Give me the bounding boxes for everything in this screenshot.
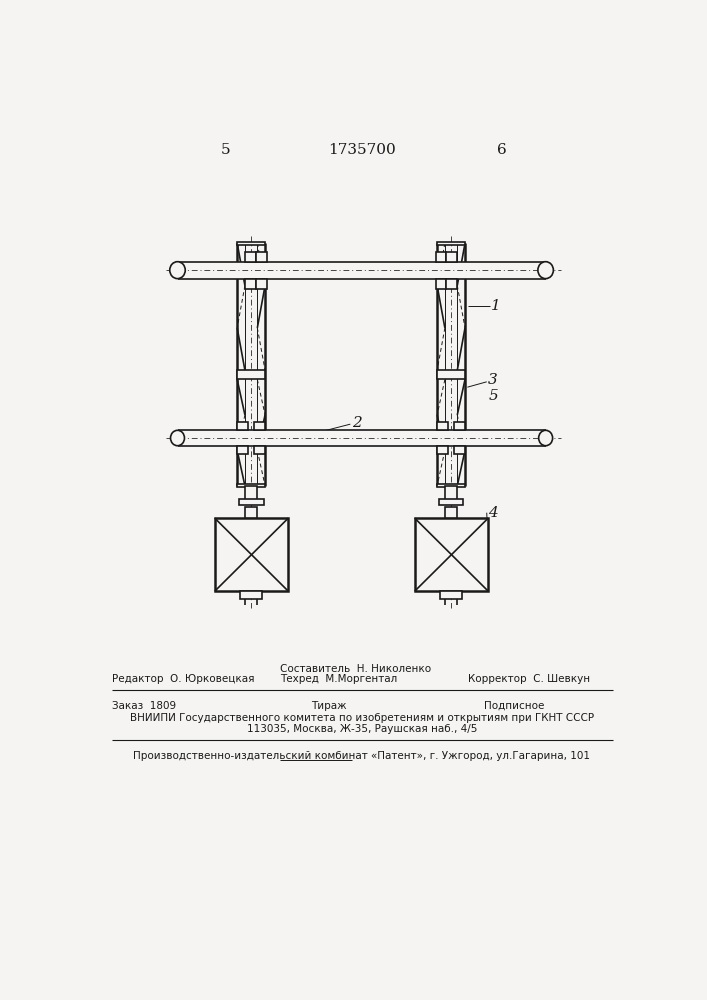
Text: Корректор  С. Шевкун: Корректор С. Шевкун	[468, 674, 590, 684]
Bar	[437, 446, 448, 454]
Text: 5: 5	[489, 389, 498, 403]
Bar	[437, 242, 465, 245]
Bar	[437, 484, 465, 487]
Bar	[446, 279, 457, 289]
Bar	[255, 422, 265, 430]
Bar	[237, 484, 265, 487]
Bar	[436, 279, 446, 289]
Bar	[255, 446, 265, 454]
Bar	[245, 486, 257, 501]
Bar	[245, 507, 257, 518]
Bar	[239, 499, 264, 505]
Text: 5: 5	[221, 143, 230, 157]
Text: 2: 2	[352, 416, 361, 430]
Bar	[436, 252, 446, 262]
Ellipse shape	[170, 262, 185, 279]
Bar	[237, 446, 248, 454]
Bar	[237, 370, 265, 379]
Text: Редактор  О. Юрковецкая: Редактор О. Юрковецкая	[112, 674, 254, 684]
Text: 4: 4	[489, 506, 498, 520]
Bar	[237, 242, 265, 245]
Ellipse shape	[538, 262, 554, 279]
Ellipse shape	[170, 430, 185, 446]
Bar	[245, 279, 256, 289]
Text: ВНИИПИ Государственного комитета по изобретениям и открытиям при ГКНТ СССР: ВНИИПИ Государственного комитета по изоб…	[130, 713, 594, 723]
Bar	[440, 591, 462, 599]
Text: 6: 6	[496, 143, 506, 157]
Bar	[177, 430, 546, 446]
Text: Заказ  1809: Заказ 1809	[112, 701, 176, 711]
Bar	[446, 252, 457, 262]
Text: 3: 3	[489, 373, 498, 387]
Bar	[438, 499, 464, 505]
Bar	[237, 422, 248, 430]
Bar	[437, 370, 465, 379]
Text: Тираж: Тираж	[311, 701, 346, 711]
Ellipse shape	[539, 430, 553, 446]
Text: Производственно-издательский комбинат «Патент», г. Ужгород, ул.Гагарина, 101: Производственно-издательский комбинат «П…	[134, 751, 590, 761]
Bar	[256, 252, 267, 262]
Text: Подписное: Подписное	[484, 701, 544, 711]
Bar	[245, 252, 256, 262]
Bar	[454, 422, 465, 430]
Bar	[454, 446, 465, 454]
Bar	[437, 422, 448, 430]
Text: Составитель  Н. Николенко: Составитель Н. Николенко	[280, 664, 431, 674]
Bar	[445, 486, 457, 501]
Bar	[215, 518, 288, 591]
Text: 1: 1	[491, 299, 501, 313]
Bar	[414, 518, 489, 591]
Bar	[445, 507, 457, 518]
Bar	[256, 279, 267, 289]
Text: Техред  М.Моргентал: Техред М.Моргентал	[280, 674, 397, 684]
Text: 113035, Москва, Ж-35, Раушская наб., 4/5: 113035, Москва, Ж-35, Раушская наб., 4/5	[247, 724, 477, 734]
Bar	[240, 591, 262, 599]
Text: 1735700: 1735700	[328, 143, 396, 157]
Bar	[177, 262, 546, 279]
